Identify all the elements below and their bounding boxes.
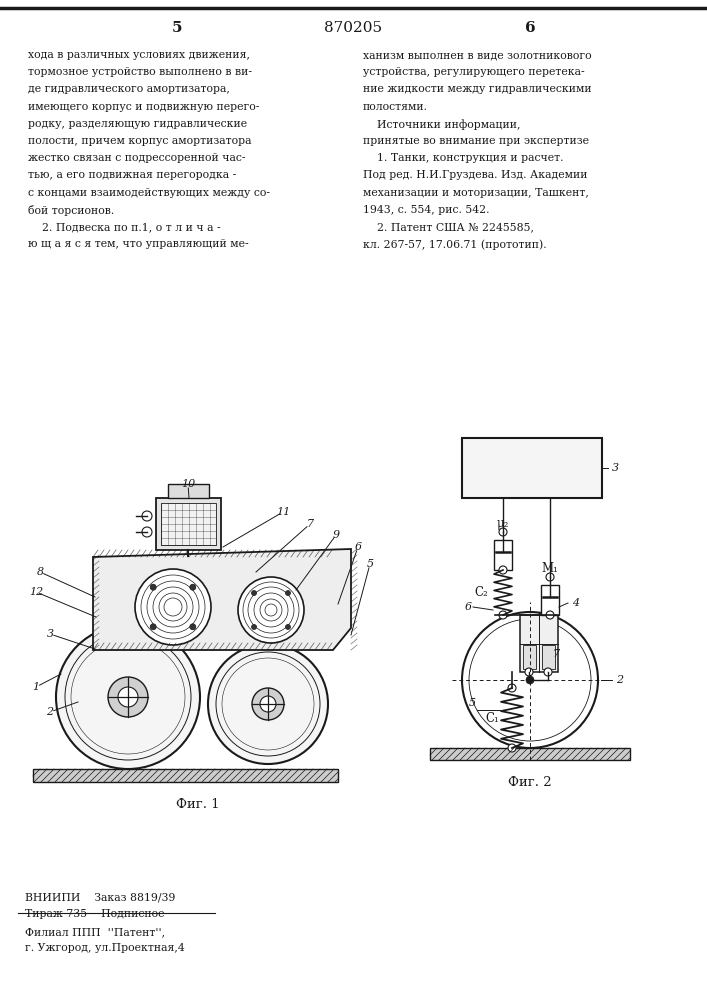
- Text: ВНИИПИ    Заказ 8819/39: ВНИИПИ Заказ 8819/39: [25, 893, 175, 903]
- Text: 6: 6: [354, 542, 361, 552]
- Polygon shape: [93, 549, 351, 650]
- Text: 5: 5: [469, 698, 476, 708]
- Text: ханизм выполнен в виде золотникового: ханизм выполнен в виде золотникового: [363, 50, 592, 60]
- Text: C₁: C₁: [485, 712, 499, 724]
- Text: 7: 7: [306, 519, 314, 529]
- Circle shape: [150, 624, 156, 630]
- Circle shape: [508, 684, 516, 692]
- Text: 2. Подвеска по п.1, о т л и ч а -: 2. Подвеска по п.1, о т л и ч а -: [28, 222, 221, 232]
- Text: тью, а его подвижная перегородка -: тью, а его подвижная перегородка -: [28, 170, 236, 180]
- Circle shape: [238, 577, 304, 643]
- Circle shape: [150, 584, 156, 590]
- Circle shape: [142, 511, 152, 521]
- Circle shape: [118, 687, 138, 707]
- Text: Филиал ППП  ''Патент'',: Филиал ППП ''Патент'',: [25, 927, 165, 937]
- Text: де гидравлического амортизатора,: де гидравлического амортизатора,: [28, 84, 230, 94]
- Text: 2: 2: [47, 707, 54, 717]
- Circle shape: [260, 696, 276, 712]
- Circle shape: [56, 625, 200, 769]
- Circle shape: [189, 584, 196, 590]
- Bar: [168, 484, 209, 498]
- Bar: [541, 585, 559, 615]
- Text: Фиг. 1: Фиг. 1: [176, 798, 220, 810]
- Text: Под ред. Н.И.Груздева. Изд. Академии: Под ред. Н.И.Груздева. Изд. Академии: [363, 170, 588, 180]
- Bar: [494, 540, 512, 570]
- Text: 12: 12: [29, 587, 43, 597]
- Text: ние жидкости между гидравлическими: ние жидкости между гидравлическими: [363, 84, 592, 94]
- Circle shape: [499, 528, 507, 536]
- Text: родку, разделяющую гидравлические: родку, разделяющую гидравлические: [28, 119, 247, 129]
- Text: Тираж 735    Подписное: Тираж 735 Подписное: [25, 909, 165, 919]
- Text: μ₂: μ₂: [497, 518, 509, 530]
- Text: 3: 3: [47, 629, 54, 639]
- Circle shape: [499, 566, 507, 574]
- Text: 1. Танки, конструкция и расчет.: 1. Танки, конструкция и расчет.: [363, 153, 563, 163]
- Text: кл. 267-57, 17.06.71 (прототип).: кл. 267-57, 17.06.71 (прототип).: [363, 239, 547, 250]
- Circle shape: [108, 677, 148, 717]
- Circle shape: [499, 611, 507, 619]
- Text: 2. Патент США № 2245585,: 2. Патент США № 2245585,: [363, 222, 534, 232]
- Circle shape: [142, 527, 152, 537]
- Circle shape: [189, 624, 196, 630]
- Text: 5: 5: [366, 559, 373, 569]
- Circle shape: [544, 668, 552, 676]
- Bar: [161, 503, 216, 545]
- Text: полостями.: полостями.: [363, 102, 428, 112]
- Circle shape: [252, 591, 257, 596]
- Bar: [156, 498, 221, 550]
- Text: 4: 4: [572, 598, 579, 608]
- Bar: [520, 615, 558, 672]
- Circle shape: [526, 676, 534, 684]
- Text: ю щ а я с я тем, что управляющий ме-: ю щ а я с я тем, что управляющий ме-: [28, 239, 249, 249]
- Text: имеющего корпус и подвижную перего-: имеющего корпус и подвижную перего-: [28, 102, 259, 112]
- Bar: [523, 645, 536, 669]
- Text: жестко связан с подрессоренной час-: жестко связан с подрессоренной час-: [28, 153, 245, 163]
- Text: с концами взаимодействующих между со-: с концами взаимодействующих между со-: [28, 188, 270, 198]
- Text: бой торсионов.: бой торсионов.: [28, 205, 115, 216]
- Text: M₁: M₁: [542, 562, 559, 576]
- Circle shape: [208, 644, 328, 764]
- Text: механизации и моторизации, Ташкент,: механизации и моторизации, Ташкент,: [363, 188, 589, 198]
- Text: 7: 7: [553, 649, 560, 659]
- Text: 3: 3: [612, 463, 619, 473]
- Bar: [462, 438, 602, 498]
- Text: 870205: 870205: [325, 21, 382, 35]
- Text: 1943, с. 554, рис. 542.: 1943, с. 554, рис. 542.: [363, 205, 489, 215]
- Text: 2: 2: [616, 675, 623, 685]
- Bar: [430, 748, 630, 760]
- Text: 6: 6: [525, 21, 536, 35]
- Circle shape: [546, 611, 554, 619]
- Polygon shape: [33, 769, 338, 782]
- Text: 5: 5: [172, 21, 182, 35]
- Circle shape: [508, 744, 516, 752]
- Text: C₂: C₂: [474, 586, 488, 599]
- Circle shape: [546, 573, 554, 581]
- Text: 1: 1: [33, 682, 40, 692]
- Text: Источники информации,: Источники информации,: [363, 119, 520, 130]
- Text: полости, причем корпус амортизатора: полости, причем корпус амортизатора: [28, 136, 252, 146]
- Circle shape: [286, 624, 291, 629]
- Circle shape: [252, 688, 284, 720]
- Text: г. Ужгород, ул.Проектная,4: г. Ужгород, ул.Проектная,4: [25, 943, 185, 953]
- Text: 6: 6: [464, 602, 472, 612]
- Text: хода в различных условиях движения,: хода в различных условиях движения,: [28, 50, 250, 60]
- Text: принятые во внимание при экспертизе: принятые во внимание при экспертизе: [363, 136, 589, 146]
- Text: 11: 11: [276, 507, 290, 517]
- Circle shape: [525, 668, 533, 676]
- Text: устройства, регулирующего перетека-: устройства, регулирующего перетека-: [363, 67, 585, 77]
- Text: тормозное устройство выполнено в ви-: тормозное устройство выполнено в ви-: [28, 67, 252, 77]
- Text: 10: 10: [181, 479, 195, 489]
- Circle shape: [252, 624, 257, 629]
- Text: 9: 9: [332, 530, 339, 540]
- Circle shape: [286, 591, 291, 596]
- Text: 8: 8: [37, 567, 44, 577]
- Bar: [542, 645, 555, 669]
- Circle shape: [135, 569, 211, 645]
- Text: Фиг. 2: Фиг. 2: [508, 776, 551, 788]
